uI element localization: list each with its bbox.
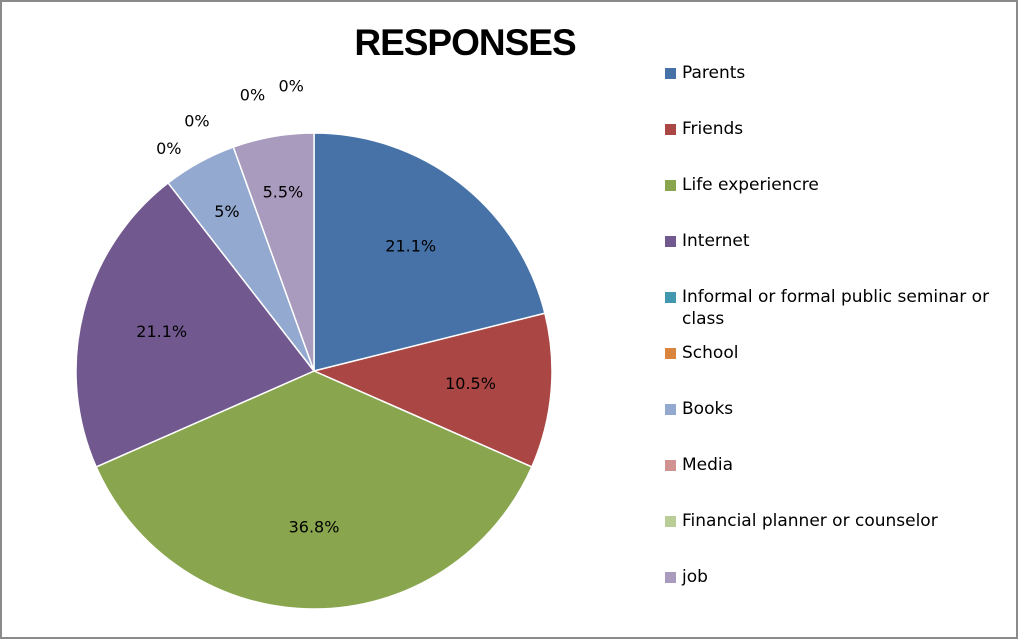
data-label-school: 0%	[184, 112, 209, 131]
legend-item-friends: Friends	[665, 118, 1018, 140]
legend-swatch	[665, 404, 676, 415]
data-label-internet: 21.1%	[136, 322, 187, 341]
pie-slice-life-experiencre	[95, 370, 533, 610]
legend-label: Informal or formal public seminar or cla…	[682, 287, 990, 329]
legend-swatch	[665, 460, 676, 471]
data-label-parents: 21.1%	[385, 237, 436, 256]
legend-label: Media	[682, 455, 734, 475]
legend-item-life-experiencre: Life experiencre	[665, 174, 1018, 196]
legend-label: Financial planner or counselor	[682, 511, 938, 531]
legend-swatch	[665, 572, 676, 583]
legend-label: Friends	[682, 119, 744, 139]
legend-swatch	[665, 292, 676, 303]
legend-item-job: job	[665, 566, 1018, 588]
legend-swatch	[665, 236, 676, 247]
data-label-life-experiencre: 36.8%	[289, 518, 340, 537]
pie-slice-internet	[75, 181, 316, 468]
data-label-media: 0%	[240, 85, 265, 104]
pie-slice-friends	[311, 312, 553, 468]
legend-item-school: School	[665, 342, 1018, 364]
pie-slice-job	[232, 132, 315, 372]
legend-label: Parents	[682, 63, 746, 83]
chart-title: RESPONSES	[354, 22, 576, 63]
data-label-friends: 10.5%	[445, 374, 496, 393]
legend-label: job	[682, 567, 708, 587]
pie-slice-parents	[313, 132, 546, 372]
legend-item-books: Books	[665, 398, 1018, 420]
data-label-books: 5%	[214, 202, 239, 221]
legend-swatch	[665, 348, 676, 359]
legend-item-parents: Parents	[665, 62, 1018, 84]
legend-item-informal-or-formal-public-seminar-or-class: Informal or formal public seminar or cla…	[665, 286, 1018, 330]
legend-label: Life experiencre	[682, 175, 819, 195]
data-label-informal-or-formal-public-seminar-or-class: 0%	[156, 139, 181, 158]
legend-swatch	[665, 180, 676, 191]
data-label-financial-planner-or-counselor: 0%	[279, 76, 304, 95]
legend-swatch	[665, 68, 676, 79]
legend-item-internet: Internet	[665, 230, 1018, 252]
legend-item-financial-planner-or-counselor: Financial planner or counselor	[665, 510, 1018, 532]
data-label-job: 5.5%	[263, 182, 304, 201]
legend-label: School	[682, 343, 739, 363]
legend-label: Internet	[682, 231, 750, 251]
legend-swatch	[665, 516, 676, 527]
legend-item-media: Media	[665, 454, 1018, 476]
legend-label: Books	[682, 399, 734, 419]
legend-swatch	[665, 124, 676, 135]
